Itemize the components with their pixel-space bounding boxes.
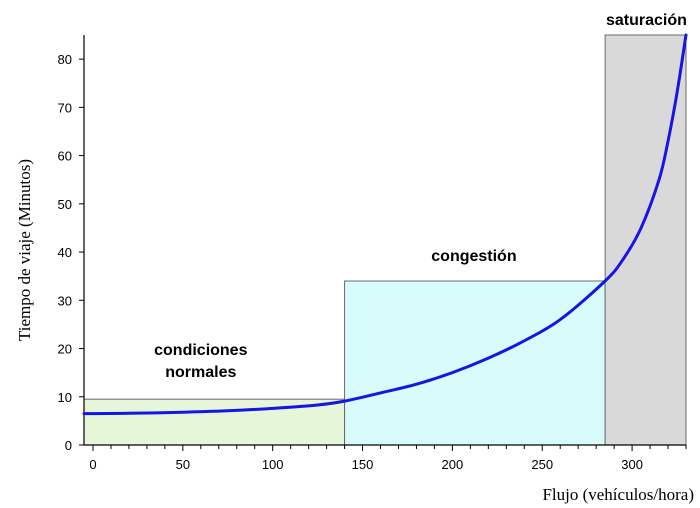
- y-tick-label: 40: [58, 245, 72, 260]
- y-tick-label: 70: [58, 100, 72, 115]
- y-tick-label: 80: [58, 52, 72, 67]
- x-tick-label: 300: [621, 457, 643, 472]
- x-tick-label: 200: [442, 457, 464, 472]
- labels-layer: condiciones normales congestión saturación: [154, 12, 687, 381]
- y-tick-label: 10: [58, 390, 72, 405]
- axes-layer: 0 10 20 30 40 50 60 70 80 0 50 100 150 200 250 300 Flujo…: [15, 35, 694, 504]
- y-tick-label: 20: [58, 342, 72, 357]
- y-tick-label: 30: [58, 293, 72, 308]
- y-tick-label: 60: [58, 149, 72, 164]
- x-tick-label: 50: [176, 457, 190, 472]
- x-tick-label: 150: [352, 457, 374, 472]
- region-label: congestión: [431, 248, 516, 265]
- y-axis-title: Tiempo de viaje (Minutos): [15, 159, 34, 341]
- region-2: [604, 34, 687, 446]
- region-label: saturación: [606, 12, 687, 29]
- y-tick-label: 0: [65, 438, 72, 453]
- travel-time-curve: [82, 33, 688, 416]
- region-label: normales: [165, 364, 236, 381]
- series-layer: [82, 33, 688, 416]
- regions-layer: [83, 34, 687, 446]
- y-tick-label: 50: [58, 197, 72, 212]
- x-tick-label: 250: [531, 457, 553, 472]
- region-label: condiciones: [154, 342, 247, 359]
- x-axis-title: Flujo (vehículos/hora): [542, 485, 694, 504]
- x-tick-label: 0: [89, 457, 96, 472]
- x-tick-label: 100: [262, 457, 284, 472]
